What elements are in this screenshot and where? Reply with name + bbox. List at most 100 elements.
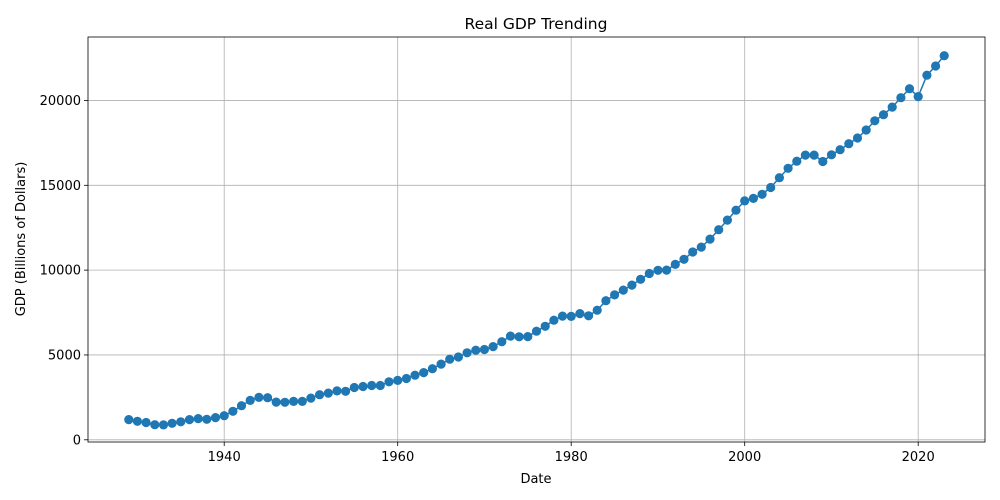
data-point xyxy=(462,348,472,358)
data-point xyxy=(531,326,542,336)
data-point xyxy=(662,265,672,275)
x-tick-label: 1960 xyxy=(381,450,414,465)
x-tick-label: 2000 xyxy=(728,450,761,465)
data-point xyxy=(844,139,854,149)
data-point xyxy=(132,416,142,426)
data-point xyxy=(636,274,646,284)
data-point xyxy=(505,331,516,341)
data-point xyxy=(714,225,724,235)
data-point xyxy=(436,359,446,369)
data-point xyxy=(315,390,325,400)
data-point xyxy=(731,205,741,215)
data-point xyxy=(584,311,594,321)
y-tick-label: 0 xyxy=(73,433,81,448)
data-point xyxy=(349,382,359,393)
x-tick-label: 1940 xyxy=(208,450,241,465)
data-point xyxy=(202,414,212,424)
y-axis-label: GDP (Billions of Dollars) xyxy=(14,162,29,317)
data-point xyxy=(427,364,437,374)
x-axis-ticks: 1940 1960 1980 2000 2020 xyxy=(208,442,935,465)
data-point xyxy=(878,110,889,120)
data-point xyxy=(592,305,602,315)
data-point xyxy=(904,84,915,94)
data-point xyxy=(176,417,186,427)
data-point xyxy=(679,254,689,264)
data-point xyxy=(922,70,932,80)
data-point xyxy=(705,234,715,244)
data-point xyxy=(792,156,802,166)
data-point xyxy=(341,386,351,396)
data-point xyxy=(401,373,411,384)
data-point xyxy=(757,189,767,199)
data-point xyxy=(280,397,290,407)
x-axis-label: Date xyxy=(520,472,551,487)
data-point xyxy=(523,332,533,342)
data-point xyxy=(141,417,151,428)
x-tick-label: 1980 xyxy=(555,450,588,465)
data-point xyxy=(263,393,273,403)
data-point xyxy=(575,309,585,319)
data-point xyxy=(766,182,776,193)
data-point xyxy=(722,215,733,225)
data-point xyxy=(228,406,238,416)
plot-frame xyxy=(87,36,986,443)
data-point xyxy=(236,401,247,411)
data-point xyxy=(861,125,871,135)
y-tick-label: 20000 xyxy=(40,94,81,109)
data-point xyxy=(566,311,576,321)
data-point xyxy=(124,415,134,425)
data-point xyxy=(471,345,481,355)
data-point xyxy=(540,321,550,331)
data-point xyxy=(931,61,941,71)
data-point xyxy=(323,388,333,398)
y-axis-ticks: 0 5000 10000 15000 20000 xyxy=(40,94,88,448)
data-point xyxy=(870,116,880,126)
data-point xyxy=(445,354,455,364)
data-point xyxy=(601,296,611,306)
data-point xyxy=(783,163,793,173)
data-point xyxy=(453,352,463,362)
data-point xyxy=(271,397,281,407)
data-point xyxy=(289,396,299,406)
data-point xyxy=(644,268,654,279)
data-point xyxy=(219,411,229,421)
data-point xyxy=(393,375,403,385)
data-point xyxy=(184,415,195,425)
data-point xyxy=(670,259,680,269)
data-point xyxy=(748,193,759,203)
grid xyxy=(88,37,985,442)
data-point xyxy=(653,265,663,275)
data-point xyxy=(210,413,221,423)
data-point xyxy=(557,311,568,321)
data-point xyxy=(852,133,863,143)
chart-title: Real GDP Trending xyxy=(465,15,608,33)
y-tick-label: 10000 xyxy=(40,264,81,279)
data-point xyxy=(887,102,897,112)
data-point xyxy=(158,420,169,430)
data-point xyxy=(896,93,906,103)
data-point xyxy=(193,414,203,424)
data-point xyxy=(167,418,177,428)
data-point xyxy=(297,396,307,406)
data-point xyxy=(245,395,255,405)
data-point xyxy=(610,290,620,300)
data-point xyxy=(479,344,489,355)
y-tick-label: 15000 xyxy=(40,179,81,194)
data-point xyxy=(410,370,420,380)
data-point xyxy=(358,381,368,392)
data-point xyxy=(514,332,524,342)
data-point xyxy=(150,420,160,430)
data-point xyxy=(740,196,750,206)
data-point xyxy=(835,145,845,155)
data-point xyxy=(627,280,637,290)
data-point xyxy=(549,315,559,325)
y-tick-label: 5000 xyxy=(48,348,81,363)
data-point xyxy=(774,173,785,183)
data-point xyxy=(826,150,837,160)
data-point xyxy=(332,386,342,396)
data-point xyxy=(913,92,923,102)
data-point xyxy=(800,150,811,160)
data-point xyxy=(254,392,264,402)
